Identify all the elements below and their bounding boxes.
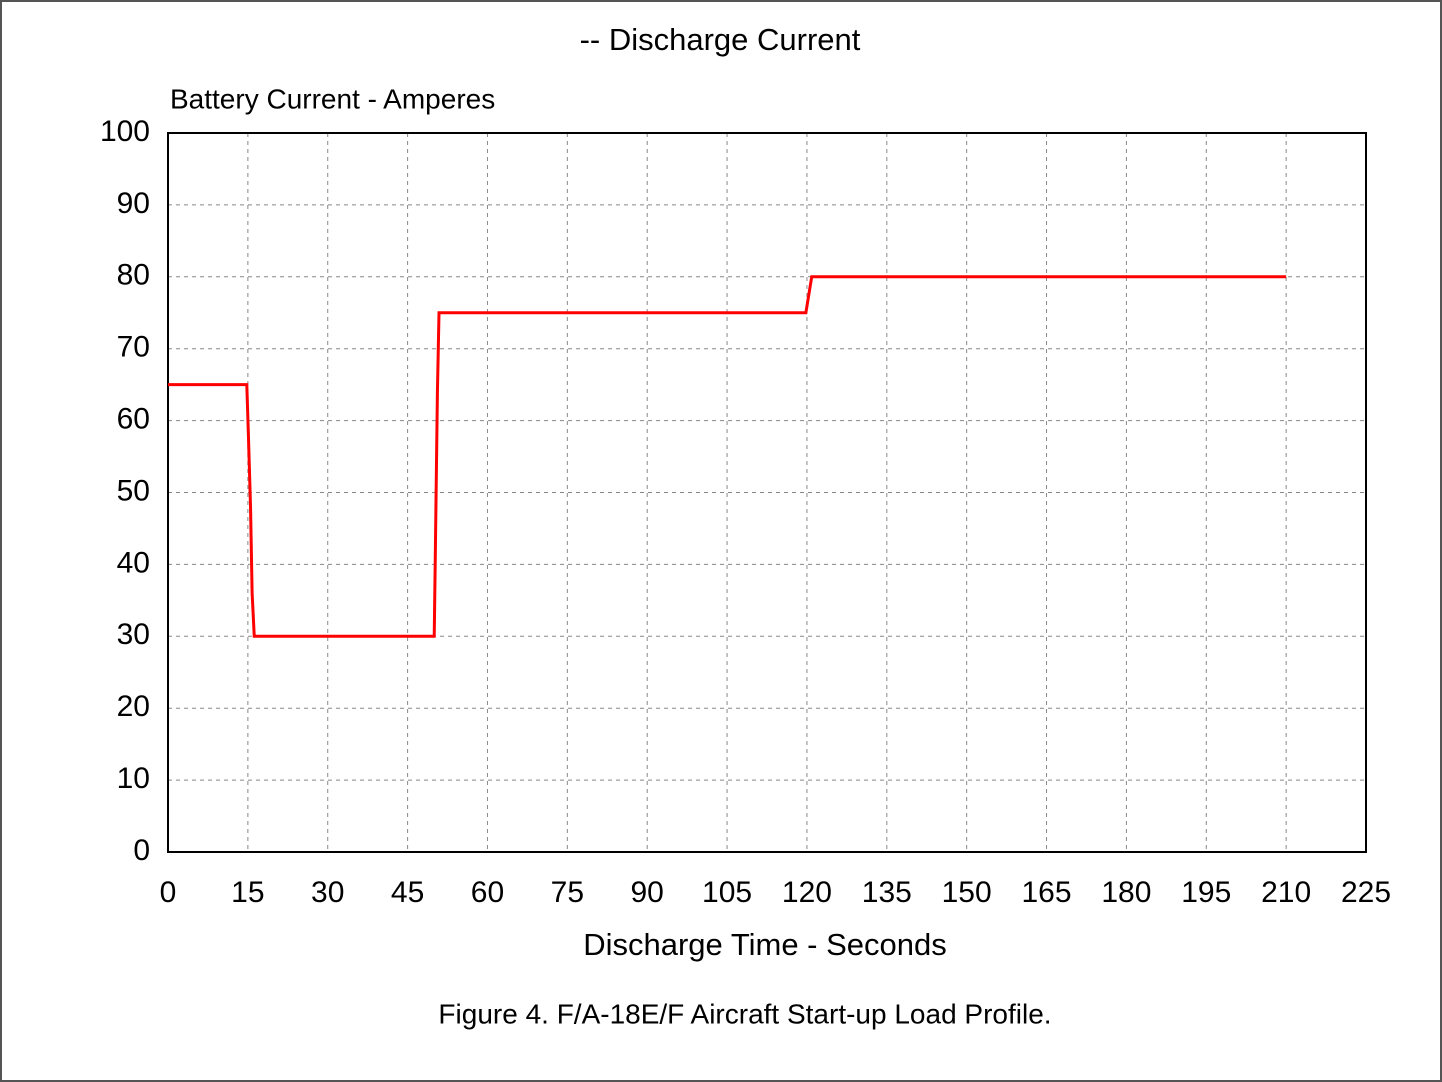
x-tick-label: 60	[471, 876, 504, 909]
y-tick-label: 30	[117, 618, 150, 651]
x-tick-label: 45	[391, 876, 424, 909]
y-tick-label: 10	[117, 762, 150, 795]
x-axis-label: Discharge Time - Seconds	[583, 927, 947, 962]
x-tick-label: 0	[160, 876, 177, 909]
x-tick-label: 180	[1101, 876, 1151, 909]
y-tick-label: 0	[133, 834, 150, 867]
y-tick-label: 70	[117, 331, 150, 364]
x-tick-label: 225	[1341, 876, 1391, 909]
y-tick-label: 100	[100, 115, 150, 148]
x-tick-label: 105	[702, 876, 752, 909]
x-tick-label: 150	[942, 876, 992, 909]
x-tick-label: 165	[1022, 876, 1072, 909]
chart-title: -- Discharge Current	[580, 22, 861, 57]
y-tick-label: 50	[117, 474, 150, 507]
x-tick-label: 195	[1181, 876, 1231, 909]
y-tick-label: 80	[117, 259, 150, 292]
x-tick-label: 75	[551, 876, 584, 909]
x-tick-label: 210	[1261, 876, 1311, 909]
x-tick-label: 90	[631, 876, 664, 909]
y-tick-label: 60	[117, 403, 150, 436]
caption: Figure 4. F/A-18E/F Aircraft Start-up Lo…	[438, 998, 1051, 1029]
y-tick-label: 40	[117, 546, 150, 579]
y-tick-label: 90	[117, 187, 150, 220]
x-tick-label: 30	[311, 876, 344, 909]
x-tick-label: 15	[231, 876, 264, 909]
y-tick-label: 20	[117, 690, 150, 723]
x-tick-label: 135	[862, 876, 912, 909]
data-line	[168, 275, 1287, 638]
plot-frame	[167, 132, 1367, 853]
x-tick-label: 120	[782, 876, 832, 909]
y-axis-label: Battery Current - Amperes	[170, 83, 495, 114]
